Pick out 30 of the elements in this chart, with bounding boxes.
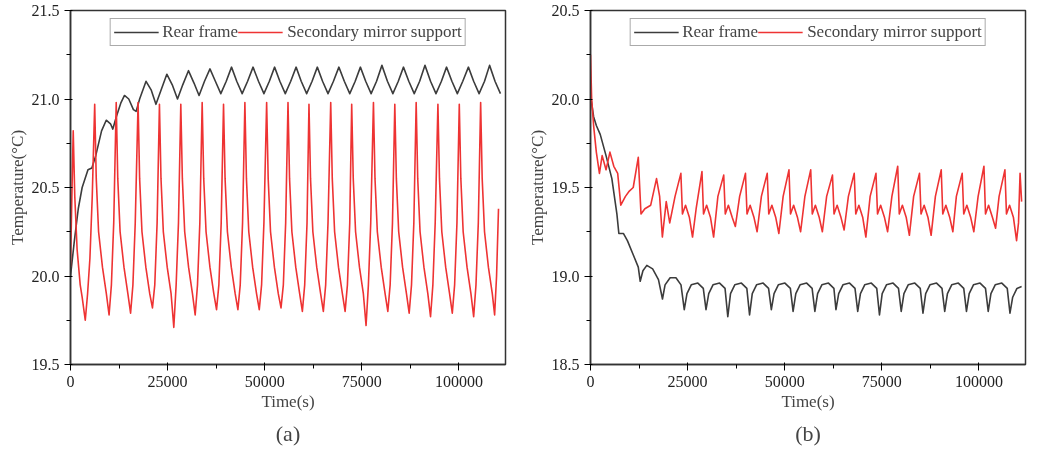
x-tick-label: 100000 bbox=[434, 372, 483, 390]
text: (b) bbox=[795, 420, 821, 446]
x-tick-label: 75000 bbox=[861, 372, 902, 390]
y-tick-label: 18.5 bbox=[551, 356, 580, 373]
y-tick-label: 19.0 bbox=[551, 267, 580, 285]
x-tick-label: 100000 bbox=[954, 372, 1003, 390]
x-tick-label: 25000 bbox=[667, 372, 708, 390]
x-tick-label: 0 bbox=[586, 372, 595, 390]
y-tick-label: 21.0 bbox=[31, 90, 60, 108]
y-axis-title: Temperature(°C) bbox=[7, 129, 27, 246]
y-tick-label: 20.5 bbox=[551, 2, 580, 19]
x-tick-label: 50000 bbox=[244, 372, 285, 390]
y-tick-label: 20.0 bbox=[551, 90, 580, 108]
text: (a) bbox=[275, 420, 301, 446]
y-tick-label: 20.5 bbox=[31, 179, 60, 196]
x-tick-label: 25000 bbox=[147, 372, 188, 390]
legend-label: Secondary mirror support bbox=[807, 22, 982, 42]
legend-label: Rear frame bbox=[162, 22, 239, 42]
x-axis-title: Time(s) bbox=[781, 391, 835, 411]
x-tick-label: 50000 bbox=[764, 372, 805, 390]
y-tick-label: 19.5 bbox=[551, 179, 580, 196]
y-tick-label: 20.0 bbox=[31, 267, 60, 285]
y-tick-label: 21.5 bbox=[31, 2, 60, 19]
legend-label: Secondary mirror support bbox=[287, 22, 462, 42]
x-tick-label: 75000 bbox=[341, 372, 382, 390]
legend-label: Rear frame bbox=[682, 22, 759, 42]
x-tick-label: 0 bbox=[66, 372, 75, 390]
y-axis-title: Temperature(°C) bbox=[527, 129, 547, 246]
x-axis-title: Time(s) bbox=[261, 391, 315, 411]
y-tick-label: 19.5 bbox=[31, 356, 60, 373]
